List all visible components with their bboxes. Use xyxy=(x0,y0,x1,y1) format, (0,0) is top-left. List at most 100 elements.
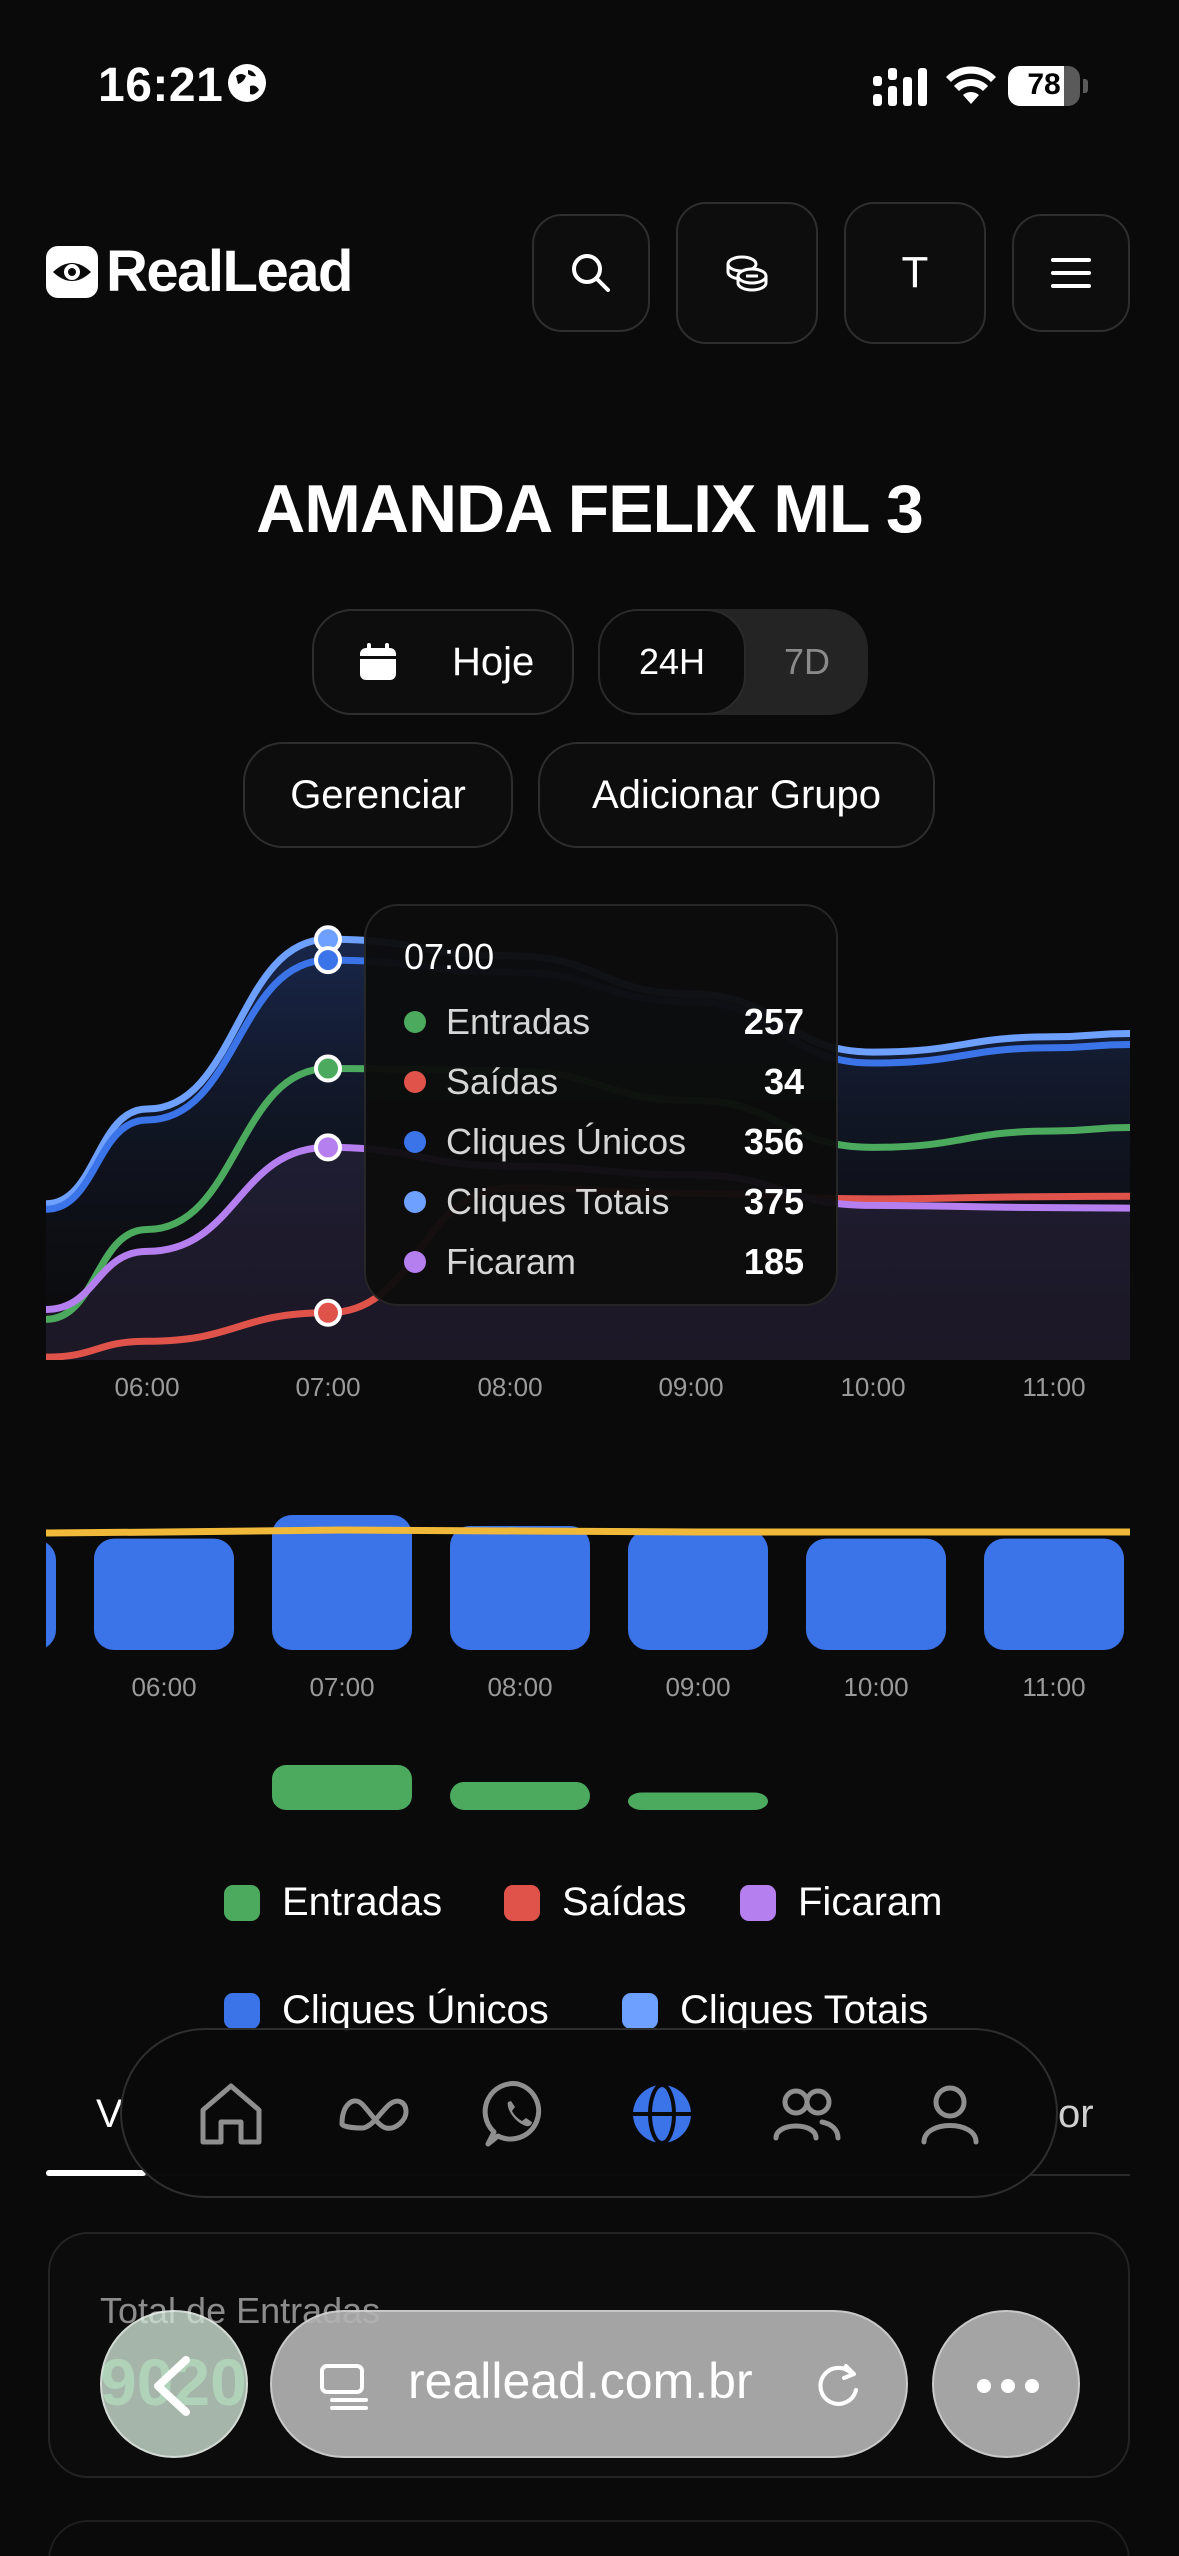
saidas-dot-icon xyxy=(404,1071,426,1093)
legend-swatch xyxy=(740,1884,776,1921)
bar-chart[interactable] xyxy=(46,1510,1130,1820)
home-icon[interactable] xyxy=(191,2074,271,2154)
tooltip-label: Saídas xyxy=(446,1061,559,1102)
chevron-left-icon xyxy=(154,2356,190,2416)
time-range-toggle[interactable]: 24H 7D xyxy=(598,609,868,715)
page-menu-icon[interactable] xyxy=(318,2360,370,2412)
wifi-icon xyxy=(946,66,996,104)
browser-back-button[interactable] xyxy=(100,2310,248,2458)
bar-cliques-unicos[interactable] xyxy=(450,1525,590,1650)
status-time: 16:21 xyxy=(98,59,224,112)
point-ficaram-07[interactable] xyxy=(314,1133,342,1162)
meta-icon[interactable] xyxy=(334,2074,414,2154)
add-group-label: Adicionar Grupo xyxy=(591,772,882,817)
tooltip-row-cliques-totais: Cliques Totais 375 xyxy=(404,1177,804,1227)
tooltip-row-entradas: Entradas 257 xyxy=(404,997,804,1047)
bar-cliques-unicos[interactable] xyxy=(94,1538,234,1650)
bottom-navigation xyxy=(120,2028,1058,2198)
brand-name: RealLead xyxy=(106,239,353,304)
search-icon xyxy=(572,254,610,292)
profile-icon[interactable] xyxy=(910,2074,990,2154)
brand-logo[interactable]: RealLead xyxy=(46,238,353,305)
bar-x-tick: 07:00 xyxy=(309,1672,375,1702)
active-tab-indicator xyxy=(46,2170,146,2176)
legend-saidas[interactable]: Saídas xyxy=(504,1880,687,1925)
tooltip-row-saidas: Saídas 34 xyxy=(404,1057,804,1107)
legend-label: Cliques Únicos xyxy=(282,1988,549,2032)
legend-swatch xyxy=(622,1992,658,2029)
legend-label: Saídas xyxy=(562,1880,687,1924)
bar-cliques-unicos[interactable] xyxy=(272,1515,412,1650)
browser-url-bar[interactable] xyxy=(270,2310,908,2458)
range-7d-option[interactable]: 7D xyxy=(783,641,831,682)
bar-x-tick: 10:00 xyxy=(843,1672,909,1702)
reload-icon[interactable] xyxy=(812,2360,864,2412)
line-x-tick: 11:00 xyxy=(1022,1372,1086,1402)
url-text[interactable]: reallead.com.br xyxy=(408,2353,753,2409)
tooltip-row-cliques-unicos: Cliques Únicos 356 xyxy=(404,1117,804,1167)
legend-label: Ficaram xyxy=(798,1880,943,1924)
tooltip-value: 356 xyxy=(743,1121,804,1162)
date-label: Hoje xyxy=(452,639,535,684)
legend-swatch xyxy=(224,1884,260,1921)
bar-cliques-unicos[interactable] xyxy=(628,1530,768,1650)
chart-tooltip: 07:00 Entradas 257 Saídas 34 Cliques Úni… xyxy=(364,904,838,1306)
point-entradas-07[interactable] xyxy=(314,1054,342,1083)
bar-x-tick: 11:00 xyxy=(1022,1672,1086,1702)
legend-ficaram[interactable]: Ficaram xyxy=(740,1880,942,1925)
browser-more-button[interactable] xyxy=(932,2310,1080,2458)
eye-logo-icon xyxy=(46,245,98,298)
globe-status-icon xyxy=(228,64,266,102)
cliques-unicos-dot-icon xyxy=(404,1131,426,1153)
cliques-totais-dot-icon xyxy=(404,1191,426,1213)
manage-button[interactable]: Gerenciar xyxy=(243,742,513,848)
whatsapp-icon[interactable] xyxy=(478,2074,558,2154)
users-icon[interactable] xyxy=(766,2074,846,2154)
tab-partial-left[interactable]: V xyxy=(96,2092,123,2136)
coins-button[interactable] xyxy=(676,202,818,344)
bar-x-tick: 06:00 xyxy=(131,1672,197,1702)
line-x-tick: 09:00 xyxy=(658,1372,724,1402)
bar-x-tick: 08:00 xyxy=(487,1672,553,1702)
add-group-button[interactable]: Adicionar Grupo xyxy=(538,742,935,848)
tooltip-label: Entradas xyxy=(446,1001,591,1042)
legend-entradas[interactable]: Entradas xyxy=(224,1880,442,1925)
tooltip-time: 07:00 xyxy=(404,936,495,977)
more-dots-icon xyxy=(977,2379,1039,2393)
profile-initial: T xyxy=(901,248,929,297)
hamburger-icon xyxy=(1051,258,1091,288)
coins-icon xyxy=(726,255,768,292)
legend-cliques-unicos[interactable]: Cliques Únicos xyxy=(224,1988,549,2033)
bar-trend-line xyxy=(46,1526,1130,1537)
bar-cliques-unicos[interactable] xyxy=(984,1538,1124,1650)
tooltip-label: Cliques Totais xyxy=(446,1181,670,1222)
battery-percent: 78 xyxy=(1027,68,1061,101)
range-24h-option[interactable]: 24H xyxy=(598,609,746,715)
bar-x-tick: 09:00 xyxy=(665,1672,731,1702)
legend-label: Entradas xyxy=(282,1880,443,1924)
profile-initial-button[interactable]: T xyxy=(844,202,986,344)
bar-entradas[interactable] xyxy=(628,1792,768,1810)
next-card xyxy=(48,2520,1130,2556)
search-button[interactable] xyxy=(532,214,650,332)
line-x-tick: 07:00 xyxy=(295,1372,361,1402)
tooltip-value: 257 xyxy=(743,1001,804,1042)
menu-button[interactable] xyxy=(1012,214,1130,332)
line-x-tick: 06:00 xyxy=(114,1372,180,1402)
tooltip-label: Ficaram xyxy=(446,1241,577,1282)
bar-entradas[interactable] xyxy=(272,1765,412,1810)
tab-partial-right[interactable]: or xyxy=(1058,2092,1094,2136)
point-saídas-07[interactable] xyxy=(314,1298,342,1327)
globe-icon[interactable] xyxy=(622,2074,702,2154)
date-picker-button[interactable]: Hoje xyxy=(312,609,574,715)
legend-label: Cliques Totais xyxy=(680,1988,929,2032)
entradas-dot-icon xyxy=(404,1011,426,1033)
legend-cliques-totais[interactable]: Cliques Totais xyxy=(622,1988,928,2033)
bar-cliques-unicos[interactable] xyxy=(806,1538,946,1650)
point-cliques-únicos-07[interactable] xyxy=(314,946,342,975)
battery-indicator: 78 xyxy=(1008,66,1088,106)
line-x-tick: 10:00 xyxy=(840,1372,906,1402)
ficaram-dot-icon xyxy=(404,1251,426,1273)
manage-label: Gerenciar xyxy=(290,772,466,817)
bar-entradas[interactable] xyxy=(450,1781,590,1810)
